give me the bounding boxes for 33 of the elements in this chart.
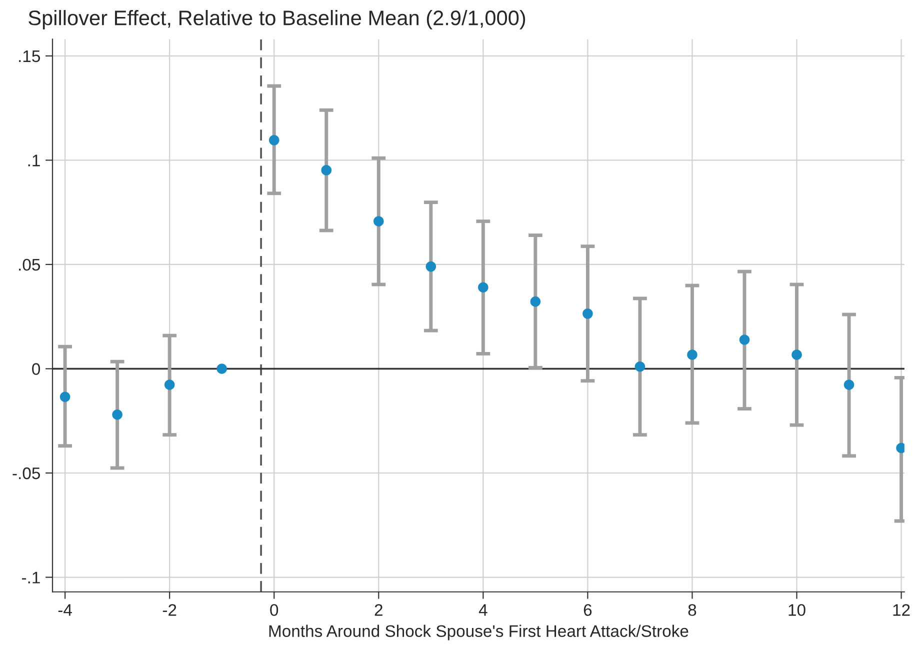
x-tick-label: 6 bbox=[584, 604, 592, 616]
point bbox=[844, 380, 854, 390]
x-axis-title: Months Around Shock Spouse's First Heart Attack/Stroke bbox=[269, 624, 688, 640]
y-tick-label: .1 bbox=[28, 154, 40, 166]
y-tick-label: -.1 bbox=[22, 572, 40, 584]
point bbox=[60, 392, 70, 402]
point bbox=[687, 350, 698, 360]
point bbox=[739, 334, 750, 345]
x-tick-label: -2 bbox=[162, 604, 176, 616]
point bbox=[634, 361, 646, 372]
y-tick-label: .05 bbox=[19, 258, 40, 271]
x-tick-label: -4 bbox=[58, 604, 72, 616]
x-tick-label: 10 bbox=[788, 604, 806, 616]
x-tick-label: 2 bbox=[374, 604, 382, 616]
point bbox=[530, 296, 541, 307]
y-tick-label: -.05 bbox=[12, 467, 40, 480]
point bbox=[478, 282, 488, 293]
x-tick-label: 4 bbox=[478, 604, 488, 616]
point bbox=[112, 409, 122, 420]
x-tick-label: 8 bbox=[688, 604, 696, 616]
point bbox=[373, 216, 384, 226]
point bbox=[268, 135, 280, 146]
y-tick-label: 0 bbox=[32, 363, 40, 375]
y-tick-label: .15 bbox=[19, 50, 40, 62]
x-tick-label: 12 bbox=[893, 604, 910, 616]
point bbox=[164, 380, 175, 390]
x-tick-label: 0 bbox=[270, 604, 278, 616]
point bbox=[426, 261, 436, 272]
point bbox=[582, 308, 593, 319]
point bbox=[792, 350, 802, 360]
chart-title: Spillover Effect, Relative to Baseline Mean (2.9/1,000) bbox=[28, 10, 526, 30]
point bbox=[321, 165, 332, 176]
point bbox=[216, 364, 227, 374]
